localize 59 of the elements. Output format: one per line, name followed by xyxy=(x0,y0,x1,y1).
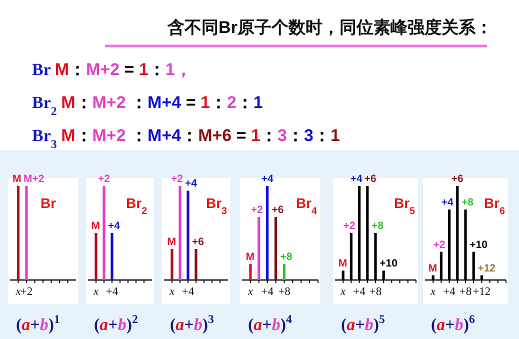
text: Br$_{5}$ xyxy=(394,195,416,216)
annotation: +2 xyxy=(433,238,446,251)
x-axis-title: (a+b)$^{3}$ xyxy=(170,312,214,334)
x-axis-title: (a+b)$^{1}$ xyxy=(16,312,60,334)
annotation: M xyxy=(167,236,176,248)
x-tick-label: +12 xyxy=(472,286,491,298)
text: 含不同Br原子个数时，同位素峰强度关系： xyxy=(166,18,492,37)
x-tick-label: +2 xyxy=(20,286,33,298)
x-tick-label: +4 xyxy=(106,286,118,298)
annotation: M xyxy=(428,262,438,274)
annotation: M xyxy=(338,258,348,270)
annotation: +6 xyxy=(192,236,204,248)
x-tick-label: x xyxy=(246,286,254,298)
annotation: +4 xyxy=(441,196,454,208)
annotation: +8 xyxy=(280,251,292,264)
text: Br$_{6}$ xyxy=(484,195,506,216)
annotation: +2 xyxy=(250,204,264,216)
annotation: +8 xyxy=(372,220,384,232)
annotation: +6 xyxy=(451,173,464,185)
annotation: M xyxy=(246,251,255,264)
x-axis-title: (a+b)$^{6}$ xyxy=(431,312,476,334)
annotation: +2 xyxy=(343,220,356,232)
text: Br$_{3}$ xyxy=(206,195,228,216)
x-tick-label: +8 xyxy=(278,286,291,298)
x-tick-label: +4 xyxy=(353,286,366,298)
annotation: +4 xyxy=(261,173,274,185)
annotation: +6 xyxy=(272,204,284,216)
x-tick-label: x xyxy=(168,286,176,298)
x-tick-label: x xyxy=(340,286,347,298)
annotation: +4 xyxy=(185,178,198,190)
x-axis-title: (a+b)$^{2}$ xyxy=(94,312,138,334)
x-tick-label: x xyxy=(14,286,22,298)
text: Br$_{4}$ xyxy=(296,195,318,216)
x-tick-label: +8 xyxy=(459,286,472,298)
annotation: +4 xyxy=(108,220,120,232)
x-tick-label: x xyxy=(430,286,437,298)
text: Br$_{3}$ M：M+2 ：M+4：M+6 = 1：3：3：1 xyxy=(32,126,340,151)
annotation: +12 xyxy=(478,262,496,274)
text: Br xyxy=(40,195,57,211)
x-tick-label: +4 xyxy=(261,286,274,298)
annotation: +4 xyxy=(350,173,362,185)
x-axis-title: (a+b)$^{5}$ xyxy=(341,312,386,334)
x-axis-title: (a+b)$^{4}$ xyxy=(248,312,292,334)
x-tick-label: +4 xyxy=(443,286,456,298)
text: Br$_{2}$ M：M+2 ：M+4 = 1：2：1 xyxy=(32,93,263,118)
x-tick-label: +8 xyxy=(369,286,382,298)
annotation: +2 xyxy=(171,173,184,185)
text: Br M：M+2 = 1：1， xyxy=(32,60,192,79)
annotation: +2 xyxy=(98,173,110,185)
annotation: +6 xyxy=(364,173,377,185)
annotation: +10 xyxy=(470,238,488,251)
x-tick-label: x xyxy=(92,286,100,298)
annotation: +8 xyxy=(462,196,474,208)
annotation: +10 xyxy=(380,258,398,270)
text: M+2 xyxy=(24,173,44,185)
annotation: M xyxy=(91,220,100,232)
text: M xyxy=(12,173,22,185)
x-tick-label: +4 xyxy=(182,286,194,298)
text: Br$_{2}$ xyxy=(126,195,148,216)
